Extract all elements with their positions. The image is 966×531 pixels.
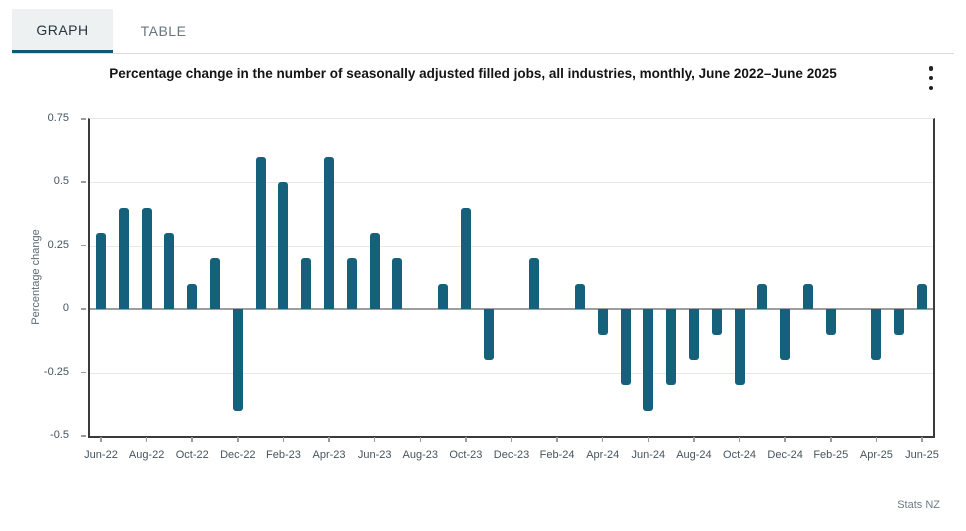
bar-Aug-22[interactable] xyxy=(141,207,152,310)
x-tick xyxy=(328,437,330,442)
x-tick-label: Apr-25 xyxy=(859,449,893,461)
bar-Dec-24[interactable] xyxy=(780,309,791,360)
x-tick xyxy=(419,437,422,442)
bar-Feb-25[interactable] xyxy=(825,309,836,335)
bar-Sep-23[interactable] xyxy=(438,283,449,310)
y-tick xyxy=(81,181,86,183)
x-tick xyxy=(647,437,650,442)
x-tick xyxy=(693,437,695,442)
y-tick-label: 0.25 xyxy=(47,238,69,251)
gridline xyxy=(90,182,933,184)
x-tick-label: Jun-24 xyxy=(631,449,666,461)
x-tick-marks xyxy=(90,437,933,443)
bar-Feb-23[interactable] xyxy=(278,182,289,310)
x-tick xyxy=(921,437,923,442)
bar-Oct-23[interactable] xyxy=(460,207,471,310)
x-tick-label: Apr-23 xyxy=(312,449,346,461)
x-tick-label: Dec-24 xyxy=(767,449,803,461)
x-tick-labels: Jun-22 Aug-22 Oct-22 Dec-22 Feb-23 Apr-23 Jun-… xyxy=(84,449,939,465)
bar-Jun-25[interactable] xyxy=(917,283,927,310)
bar-Apr-25[interactable] xyxy=(871,309,882,360)
bar-Nov-23[interactable] xyxy=(483,309,494,360)
bar-May-23[interactable] xyxy=(346,258,357,310)
bar-Apr-23[interactable] xyxy=(324,157,335,310)
bar-May-25[interactable] xyxy=(894,309,905,335)
stats-nz-attribution: Stats NZ xyxy=(897,499,940,511)
y-tick xyxy=(81,371,86,374)
x-tick-label: Feb-25 xyxy=(813,449,849,461)
bar-Dec-22[interactable] xyxy=(232,309,243,411)
y-tick xyxy=(81,308,86,310)
bar-Aug-24[interactable] xyxy=(688,309,699,360)
bar-Jun-24[interactable] xyxy=(643,309,654,411)
tab-graph[interactable]: GRAPH xyxy=(12,9,113,53)
tab-divider xyxy=(12,53,954,54)
gridline xyxy=(90,372,933,374)
x-tick-label: Dec-23 xyxy=(493,449,530,461)
x-tick xyxy=(191,437,193,442)
y-tick xyxy=(81,435,86,437)
x-tick xyxy=(373,437,376,442)
x-tick xyxy=(237,437,239,442)
bar-Jun-22[interactable] xyxy=(96,233,106,310)
gridline xyxy=(90,245,933,247)
x-tick-label: Feb-24 xyxy=(539,449,575,461)
zero-line xyxy=(90,308,933,311)
y-tick-label: 0.75 xyxy=(47,112,69,124)
y-tick-label: 0 xyxy=(62,302,69,315)
x-tick xyxy=(556,437,558,442)
y-tick-label: -0.5 xyxy=(50,429,69,441)
x-tick-label: Oct-22 xyxy=(175,449,209,461)
plot-area xyxy=(88,118,935,438)
bar-Sep-24[interactable] xyxy=(711,309,722,335)
x-tick xyxy=(875,437,878,442)
y-tick-labels: 0.75 0.5 0.25 0 -0.25 -0.5 xyxy=(0,112,78,441)
x-tick-label: Feb-23 xyxy=(266,449,301,461)
bar-Nov-22[interactable] xyxy=(210,258,221,310)
x-tick-label: Dec-22 xyxy=(220,449,256,461)
bar-Jun-23[interactable] xyxy=(369,233,380,310)
x-tick xyxy=(830,437,832,442)
x-tick xyxy=(510,437,513,442)
x-tick xyxy=(601,437,604,442)
x-tick xyxy=(784,437,786,442)
x-tick-label: Aug-24 xyxy=(676,449,712,461)
x-tick-label: Jun-23 xyxy=(357,449,392,461)
x-tick xyxy=(465,437,467,442)
y-tick-label: -0.25 xyxy=(43,365,69,378)
x-tick-label: Jun-22 xyxy=(84,449,118,461)
bar-Jan-23[interactable] xyxy=(255,157,266,310)
bar-Oct-22[interactable] xyxy=(187,283,198,310)
bar-Apr-24[interactable] xyxy=(597,309,608,335)
bar-Jan-24[interactable] xyxy=(529,258,540,310)
y-tick xyxy=(81,244,86,247)
x-tick-label: Jun-25 xyxy=(905,449,939,461)
x-tick-label: Aug-23 xyxy=(402,449,438,461)
y-tick-label: 0.5 xyxy=(53,175,69,188)
bar-Sep-22[interactable] xyxy=(164,233,175,310)
chart-title: Percentage change in the number of seaso… xyxy=(109,66,837,81)
x-tick-label: Aug-22 xyxy=(128,449,165,461)
bar-Nov-24[interactable] xyxy=(757,283,768,310)
x-tick xyxy=(100,437,102,442)
bar-May-24[interactable] xyxy=(620,309,631,386)
x-tick-label: Oct-24 xyxy=(723,449,757,461)
y-tick-marks xyxy=(81,118,86,437)
x-tick xyxy=(282,437,285,442)
bar-Mar-24[interactable] xyxy=(574,283,585,310)
x-tick xyxy=(738,437,741,442)
bar-Jul-23[interactable] xyxy=(392,258,403,310)
x-tick-label: Oct-23 xyxy=(449,449,483,461)
bar-Jul-22[interactable] xyxy=(118,207,129,310)
x-tick xyxy=(145,437,148,442)
y-tick xyxy=(81,118,86,120)
bar-Mar-23[interactable] xyxy=(301,258,312,310)
kebab-menu-icon[interactable] xyxy=(926,66,936,90)
bar-Jul-24[interactable] xyxy=(666,309,677,386)
tab-table[interactable]: TABLE xyxy=(140,23,187,39)
bar-Jan-25[interactable] xyxy=(802,283,813,310)
x-tick-label: Apr-24 xyxy=(586,449,620,461)
bar-Oct-24[interactable] xyxy=(734,309,745,386)
